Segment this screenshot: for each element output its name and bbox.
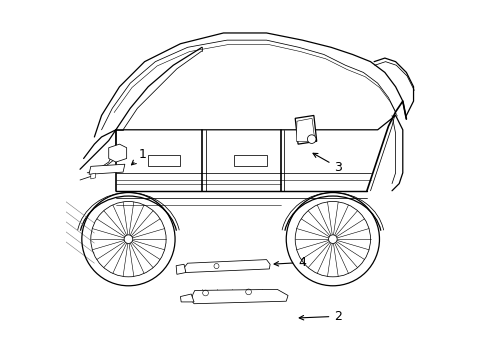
Polygon shape xyxy=(176,264,186,274)
Polygon shape xyxy=(180,294,194,302)
Polygon shape xyxy=(295,116,317,144)
Polygon shape xyxy=(234,155,267,166)
Circle shape xyxy=(307,135,316,143)
Polygon shape xyxy=(89,164,125,174)
Text: 1: 1 xyxy=(131,148,147,165)
Text: 3: 3 xyxy=(313,153,342,174)
Polygon shape xyxy=(184,260,270,273)
Circle shape xyxy=(329,235,337,243)
Polygon shape xyxy=(109,144,126,162)
Text: 4: 4 xyxy=(274,256,306,269)
Polygon shape xyxy=(91,173,96,179)
Polygon shape xyxy=(148,155,180,166)
Polygon shape xyxy=(296,118,315,141)
Polygon shape xyxy=(191,289,288,304)
Text: 2: 2 xyxy=(299,310,342,323)
Circle shape xyxy=(124,235,133,243)
